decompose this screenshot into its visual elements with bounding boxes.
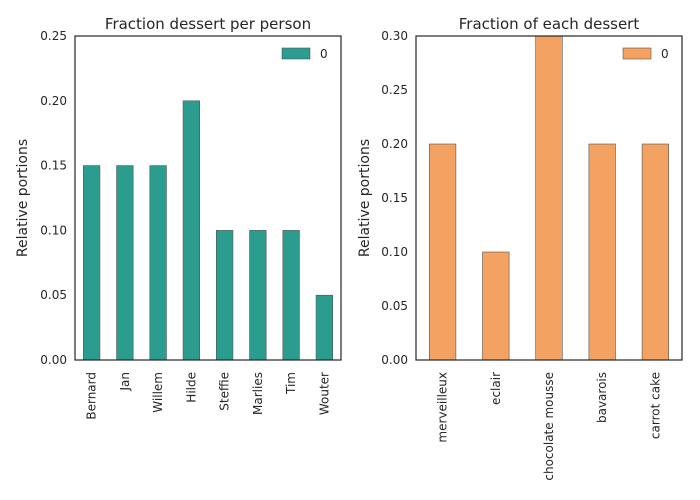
bar-steffie	[216, 230, 234, 361]
legend-label: 0	[320, 47, 328, 61]
x-tick-label: merveilleux	[436, 372, 450, 443]
bars	[83, 100, 333, 361]
bars	[428, 35, 669, 361]
y-ticks: 0.00 0.05 0.10 0.15 0.20 0.25 0.30	[381, 29, 408, 367]
y-tick-label: 0.05	[381, 299, 408, 313]
chart-title: Fraction of each dessert	[459, 15, 640, 33]
legend-label: 0	[661, 47, 669, 61]
x-tick-label: Jan	[118, 372, 132, 392]
y-axis-label: Relative portions	[15, 139, 31, 257]
bar-bernard	[83, 165, 101, 361]
bar-chocolate-mousse	[535, 35, 563, 361]
x-tick-label: Willem	[151, 372, 165, 413]
y-tick-label: 0.25	[40, 29, 67, 43]
legend-swatch	[281, 47, 311, 60]
x-tick-label: Hilde	[184, 372, 198, 403]
bar-carrot-cake	[641, 143, 669, 361]
chart-title: Fraction dessert per person	[105, 15, 311, 33]
y-tick-label: 0.30	[381, 29, 408, 43]
y-ticks: 0.00 0.05 0.10 0.15 0.20 0.25	[40, 29, 67, 367]
x-ticks: merveilleux eclair chocolate mousse bavaroi…	[436, 372, 663, 481]
y-tick-label: 0.10	[381, 245, 408, 259]
chart-fraction-each-dessert: Fraction of each dessert Relative portio…	[357, 15, 683, 481]
y-tick-label: 0.20	[40, 94, 67, 108]
x-tick-label: Bernard	[85, 372, 99, 420]
x-tick-label: bavarois	[595, 372, 609, 423]
legend: 0	[622, 47, 669, 61]
bar-wouter	[315, 294, 333, 361]
bar-eclair	[482, 251, 510, 361]
x-tick-label: eclair	[489, 372, 503, 405]
y-tick-label: 0.00	[40, 353, 67, 367]
x-tick-label: Steffie	[218, 372, 232, 411]
legend-swatch	[622, 47, 652, 60]
y-tick-label: 0.10	[40, 223, 67, 237]
x-tick-label: Wouter	[317, 372, 331, 415]
x-tick-label: Marlies	[251, 372, 265, 415]
bar-tim	[282, 230, 300, 361]
y-tick-label: 0.15	[40, 159, 67, 173]
chart-dessert-per-person: Fraction dessert per person Relative por…	[15, 15, 342, 420]
y-tick-label: 0.05	[40, 288, 67, 302]
y-tick-label: 0.00	[381, 353, 408, 367]
bar-willem	[149, 165, 167, 361]
legend: 0	[281, 47, 328, 61]
bar-jan	[116, 165, 134, 361]
plot-frame	[415, 35, 683, 361]
x-ticks: Bernard Jan Willem Hilde Steffie Marlies Tim Wo…	[85, 372, 332, 420]
bar-marlies	[249, 230, 267, 361]
x-tick-label: Tim	[284, 372, 298, 395]
x-tick-label: carrot cake	[648, 372, 662, 439]
plot-frame	[74, 35, 342, 361]
y-axis-label: Relative portions	[357, 139, 373, 257]
bar-bavarois	[588, 143, 616, 361]
y-tick-label: 0.15	[381, 191, 408, 205]
bar-merveilleux	[428, 143, 457, 361]
bar-hilde	[182, 100, 200, 361]
y-tick-label: 0.25	[381, 83, 408, 97]
x-tick-label: chocolate mousse	[542, 372, 556, 481]
y-tick-label: 0.20	[381, 137, 408, 151]
